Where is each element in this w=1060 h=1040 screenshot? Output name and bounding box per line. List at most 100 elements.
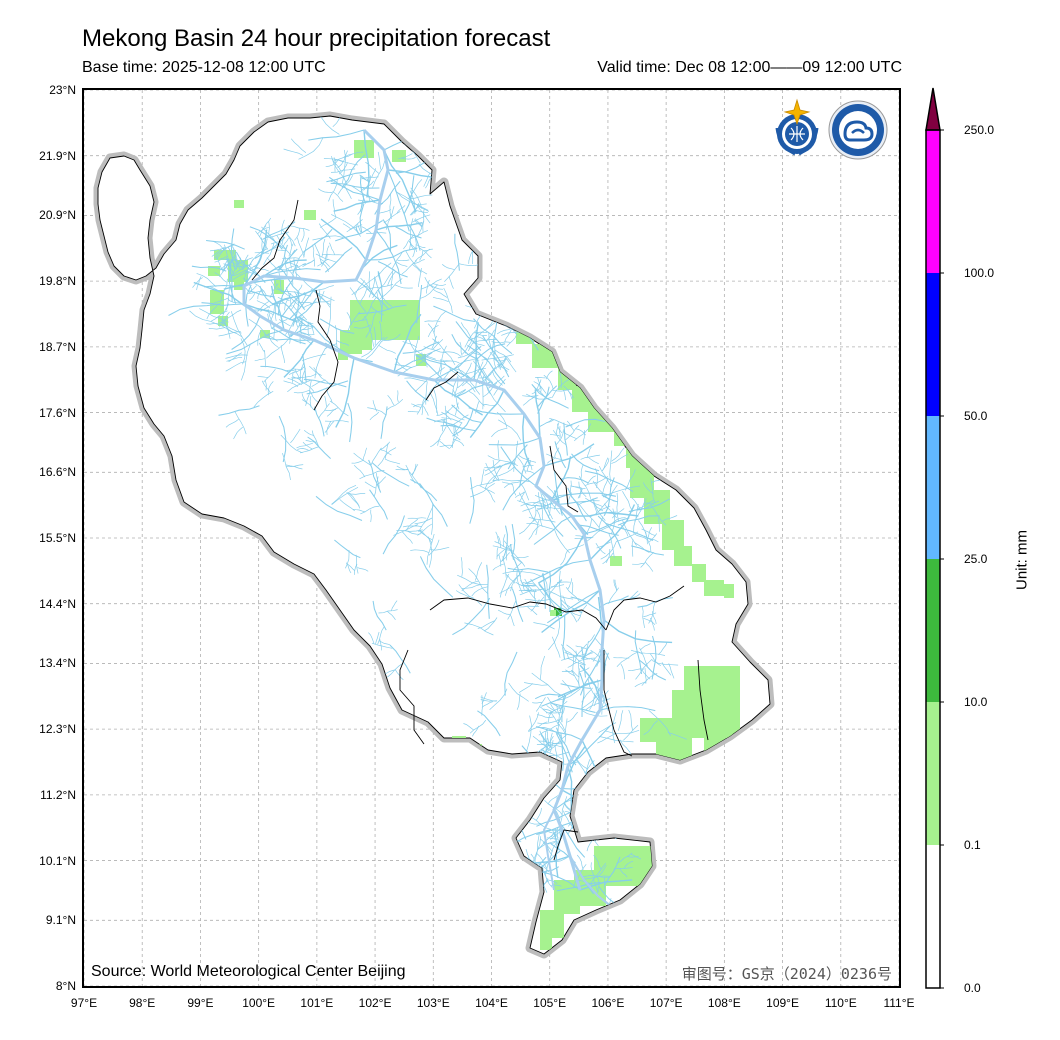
river-branch — [368, 271, 371, 290]
river-branch — [222, 319, 232, 332]
river-branch — [301, 393, 308, 404]
river-branch — [604, 856, 621, 886]
river-branch — [281, 292, 306, 318]
river-branch — [539, 655, 546, 680]
river-branch — [244, 270, 248, 281]
river-branch — [302, 353, 307, 383]
river-branch — [240, 338, 246, 365]
precip-cell — [588, 402, 614, 432]
river-branch — [226, 357, 243, 362]
river-branch — [557, 423, 562, 434]
river-branch — [550, 711, 567, 736]
river-branch — [168, 303, 221, 316]
river-branch — [525, 598, 550, 602]
river-branch — [518, 455, 537, 463]
river-branch — [263, 243, 275, 265]
river-branch — [430, 439, 441, 448]
river-branch — [261, 380, 271, 394]
river-branch — [631, 539, 634, 557]
river-branch — [464, 622, 494, 636]
river-branch — [649, 504, 667, 526]
river-branch — [484, 459, 501, 472]
river-branch — [452, 389, 460, 410]
river-branch — [590, 802, 595, 823]
river-branch — [482, 368, 494, 384]
river-branch — [257, 289, 262, 300]
river-branch — [372, 160, 386, 188]
river-branch — [658, 516, 660, 532]
river-branch — [292, 305, 308, 321]
river-branch — [497, 535, 502, 548]
river-branch — [473, 339, 497, 343]
river-branch — [218, 323, 243, 338]
river-branch — [368, 276, 376, 298]
colorbar-level-label: 100.0 — [964, 266, 995, 280]
river-branch — [548, 493, 572, 499]
river-branch — [248, 265, 261, 278]
river-branch — [640, 551, 655, 568]
river-branch — [600, 783, 625, 811]
river-branch — [275, 249, 286, 251]
country-border — [605, 585, 685, 631]
river-branch — [511, 588, 524, 622]
graticule — [84, 90, 899, 986]
river-branch — [477, 620, 496, 629]
river-branch — [617, 515, 660, 526]
river-branch — [599, 736, 634, 743]
river-branch — [280, 300, 307, 327]
river-branch — [629, 590, 639, 600]
river-branch — [270, 303, 276, 322]
river-branch — [282, 257, 300, 259]
river-branch — [533, 381, 547, 394]
river-branch — [278, 319, 291, 327]
river-branch — [301, 229, 305, 243]
river-branch — [249, 285, 257, 293]
river-branch — [395, 284, 413, 289]
river-branch — [419, 556, 454, 598]
river-branch — [565, 425, 580, 441]
river-branch — [497, 609, 510, 615]
river-branch — [302, 441, 313, 450]
river-branch — [408, 240, 417, 249]
river-branch — [288, 366, 305, 375]
river-branch — [522, 413, 531, 466]
river-branch — [432, 289, 448, 298]
river-branch — [560, 732, 565, 771]
river-branch — [268, 333, 279, 348]
river-branch — [370, 509, 372, 523]
river-branch — [616, 651, 639, 668]
river-branch — [593, 854, 602, 870]
river-branch — [546, 370, 553, 380]
river-branch — [362, 447, 368, 460]
river-branch — [214, 297, 229, 303]
river-branch — [473, 318, 513, 355]
lon-tick-label: 110°E — [824, 996, 857, 1010]
river-branch — [296, 442, 313, 449]
river-branch — [620, 663, 625, 680]
river-branch — [428, 539, 440, 556]
river-branch — [189, 310, 219, 325]
river-branch — [616, 492, 620, 522]
river-branch — [441, 417, 463, 424]
river-branch — [511, 829, 563, 846]
river-branch — [418, 504, 434, 533]
river-branch — [414, 235, 417, 252]
river-branch — [315, 495, 363, 521]
river-branch — [488, 437, 541, 446]
river-branch — [426, 417, 462, 429]
river-branch — [492, 464, 504, 482]
river-branch — [541, 497, 564, 537]
river-branch — [220, 278, 228, 304]
river-branch — [603, 503, 617, 519]
river-branch — [254, 283, 267, 296]
river-branch — [609, 450, 613, 483]
river-branch — [601, 457, 609, 472]
river-branch — [329, 400, 349, 417]
river-branch — [293, 389, 310, 394]
river-branch — [303, 430, 315, 436]
river-branch — [346, 492, 360, 507]
river-branch — [311, 430, 320, 449]
river-branch — [635, 658, 653, 680]
river-branch — [589, 862, 607, 885]
river-branch — [641, 670, 651, 680]
